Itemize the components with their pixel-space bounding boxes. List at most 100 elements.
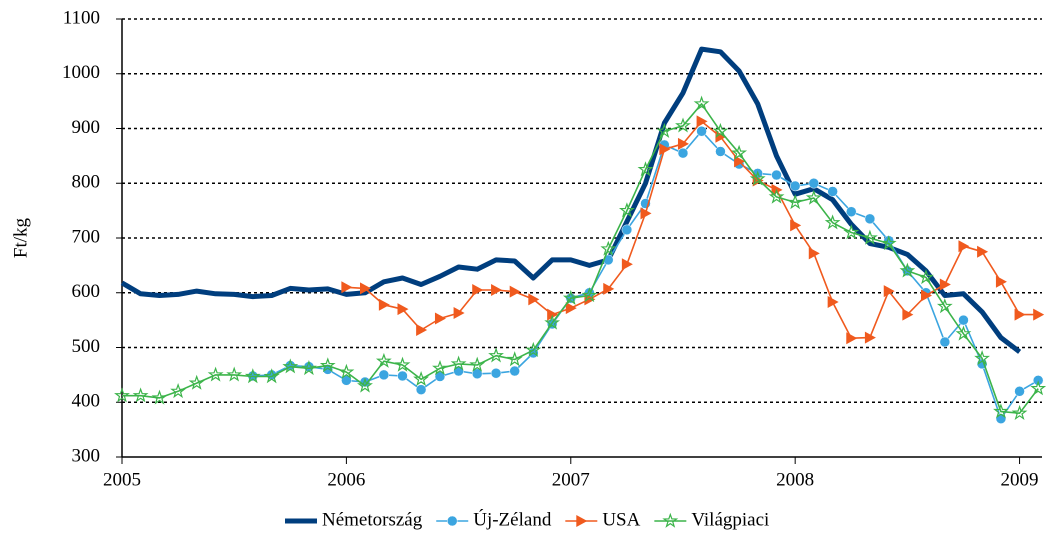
marker — [787, 194, 804, 210]
marker — [974, 350, 990, 366]
y-tick-label: 600 — [72, 281, 101, 302]
x-tick-label: 2006 — [327, 469, 365, 490]
marker — [883, 285, 895, 298]
marker — [995, 275, 1007, 288]
legend-marker — [576, 515, 588, 527]
marker — [547, 308, 559, 321]
marker — [226, 366, 243, 382]
marker — [170, 382, 187, 399]
marker — [771, 183, 783, 196]
marker — [880, 235, 897, 251]
marker — [920, 289, 932, 302]
marker — [378, 298, 390, 311]
marker — [902, 308, 914, 321]
marker — [824, 214, 841, 230]
y-tick-label: 1000 — [62, 62, 100, 83]
marker — [114, 387, 130, 403]
legend-label: USA — [602, 509, 640, 530]
marker — [416, 323, 428, 336]
marker — [132, 387, 149, 403]
x-tick-label: 2005 — [103, 469, 141, 490]
y-tick-label: 1100 — [63, 7, 100, 28]
marker — [843, 224, 860, 240]
marker — [827, 186, 838, 197]
marker — [565, 302, 577, 315]
marker — [749, 170, 766, 186]
marker — [562, 289, 579, 305]
marker — [808, 178, 820, 189]
marker — [491, 284, 503, 297]
marker — [263, 368, 280, 384]
marker — [899, 262, 916, 278]
series-line — [120, 46, 1022, 354]
marker — [693, 95, 710, 111]
x-tick-label: 2007 — [552, 469, 590, 490]
marker — [525, 341, 542, 357]
marker — [338, 363, 355, 379]
marker — [244, 368, 261, 384]
marker — [488, 347, 504, 363]
marker — [300, 359, 317, 376]
marker — [675, 117, 691, 133]
marker — [977, 245, 989, 258]
marker — [1030, 380, 1047, 396]
series-line — [346, 120, 1039, 339]
marker — [472, 284, 484, 297]
marker — [712, 122, 729, 139]
marker — [618, 202, 635, 218]
marker — [528, 293, 540, 306]
marker — [282, 358, 299, 374]
marker — [434, 312, 446, 325]
legend-marker — [446, 515, 458, 527]
marker — [600, 240, 617, 256]
y-tick-label: 300 — [72, 445, 101, 466]
marker — [603, 282, 615, 295]
marker — [394, 356, 411, 372]
marker — [378, 369, 390, 381]
marker — [509, 365, 520, 377]
marker — [471, 368, 483, 380]
marker — [360, 282, 372, 295]
marker — [1011, 404, 1028, 421]
y-tick-label: 400 — [72, 391, 101, 412]
marker — [413, 370, 430, 386]
marker — [734, 155, 746, 168]
marker — [936, 298, 953, 314]
y-tick-label: 500 — [72, 336, 101, 357]
marker — [415, 384, 427, 395]
marker — [375, 352, 392, 368]
marker — [958, 240, 970, 253]
marker — [864, 213, 876, 225]
marker — [846, 332, 858, 345]
y-tick-label: 800 — [72, 172, 101, 193]
marker — [581, 287, 598, 303]
legend-label: Új-Zéland — [473, 508, 552, 530]
marker — [1014, 386, 1025, 397]
marker — [509, 285, 521, 298]
marker — [771, 169, 782, 181]
marker — [715, 130, 727, 143]
marker — [506, 351, 523, 367]
marker — [397, 370, 408, 382]
marker — [696, 125, 707, 137]
marker — [677, 137, 689, 150]
marker — [846, 206, 857, 217]
marker — [151, 389, 168, 405]
x-tick-label: 2008 — [776, 469, 814, 490]
marker — [450, 355, 467, 371]
marker — [808, 247, 820, 260]
marker — [621, 224, 633, 236]
marker — [1014, 308, 1026, 321]
marker — [1033, 308, 1045, 321]
marker — [637, 161, 654, 177]
marker — [768, 188, 785, 204]
marker — [861, 229, 878, 245]
marker — [864, 331, 876, 344]
marker — [993, 403, 1009, 419]
y-tick-label: 700 — [72, 226, 101, 247]
marker — [789, 180, 801, 192]
marker — [490, 367, 502, 379]
marker — [939, 278, 951, 291]
marker — [432, 359, 448, 376]
